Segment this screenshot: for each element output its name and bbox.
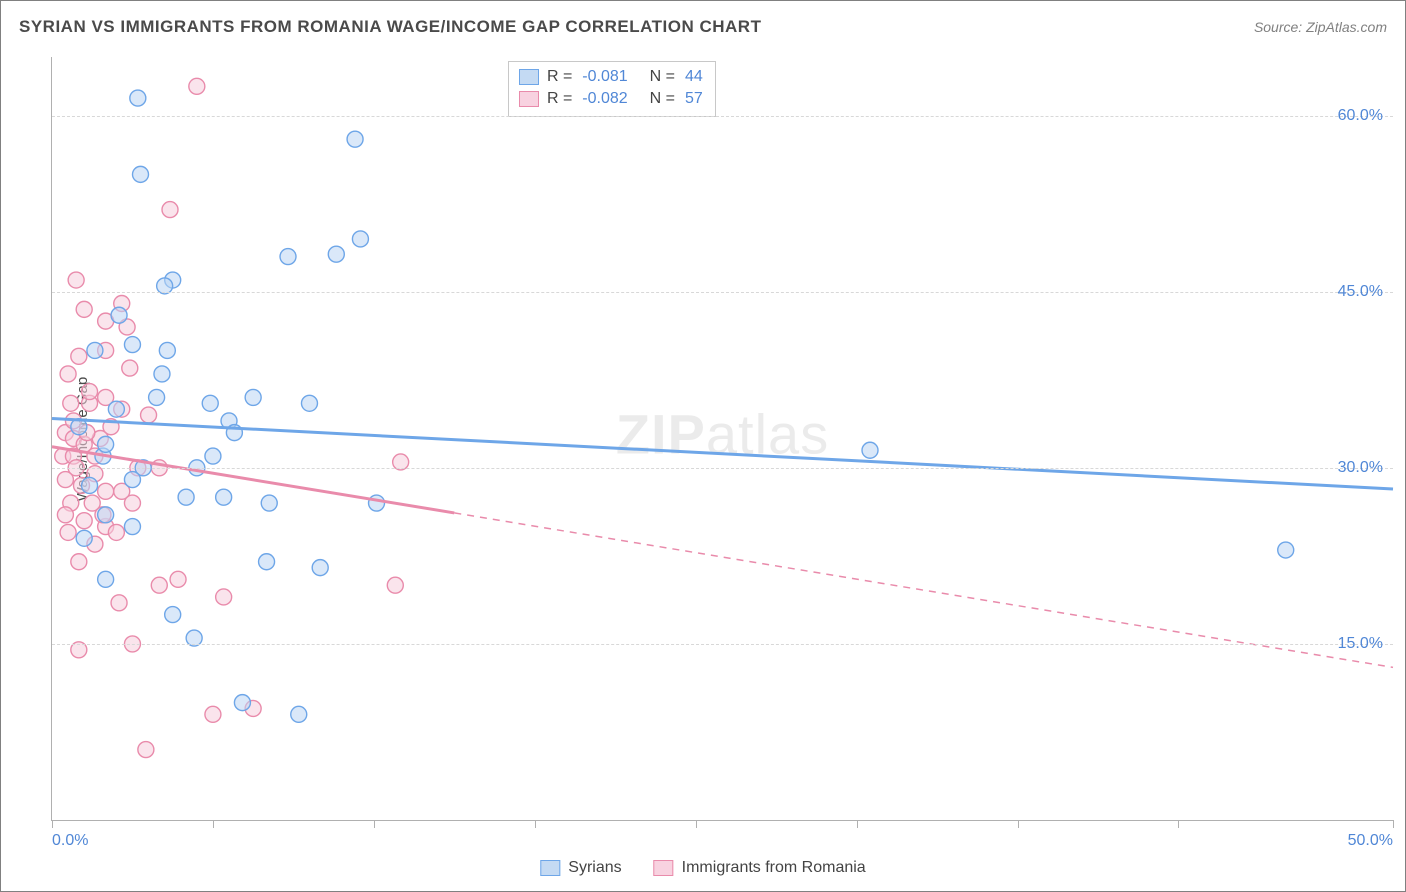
plot-svg bbox=[52, 57, 1393, 820]
data-point bbox=[71, 348, 87, 364]
data-point bbox=[60, 524, 76, 540]
y-tick-label: 45.0% bbox=[1338, 283, 1383, 301]
data-point bbox=[76, 513, 92, 529]
data-point bbox=[98, 436, 114, 452]
x-tick bbox=[696, 820, 697, 828]
data-point bbox=[141, 407, 157, 423]
legend-series-label: Immigrants from Romania bbox=[682, 859, 866, 877]
data-point bbox=[159, 342, 175, 358]
data-point bbox=[82, 477, 98, 493]
data-point bbox=[68, 272, 84, 288]
legend-series-item: Syrians bbox=[540, 859, 621, 877]
x-tick bbox=[1393, 820, 1394, 828]
data-point bbox=[133, 166, 149, 182]
gridline-h bbox=[52, 116, 1393, 117]
data-point bbox=[71, 554, 87, 570]
data-point bbox=[261, 495, 277, 511]
data-point bbox=[111, 307, 127, 323]
x-tick-label: 0.0% bbox=[52, 832, 88, 850]
data-point bbox=[98, 483, 114, 499]
chart-container: SYRIAN VS IMMIGRANTS FROM ROMANIA WAGE/I… bbox=[0, 0, 1406, 892]
data-point bbox=[165, 607, 181, 623]
data-point bbox=[202, 395, 218, 411]
data-point bbox=[862, 442, 878, 458]
data-point bbox=[98, 571, 114, 587]
data-point bbox=[216, 489, 232, 505]
data-point bbox=[98, 507, 114, 523]
x-tick-label: 50.0% bbox=[1348, 832, 1393, 850]
data-point bbox=[57, 507, 73, 523]
x-tick bbox=[857, 820, 858, 828]
data-point bbox=[162, 202, 178, 218]
x-tick bbox=[1018, 820, 1019, 828]
data-point bbox=[312, 560, 328, 576]
data-point bbox=[154, 366, 170, 382]
x-tick bbox=[374, 820, 375, 828]
data-point bbox=[63, 395, 79, 411]
data-point bbox=[189, 78, 205, 94]
data-point bbox=[280, 249, 296, 265]
plot-area: Wage/Income Gap ZIPatlas R =-0.081N =44R… bbox=[51, 57, 1393, 821]
legend-series-label: Syrians bbox=[568, 859, 621, 877]
data-point bbox=[1278, 542, 1294, 558]
data-point bbox=[352, 231, 368, 247]
data-point bbox=[347, 131, 363, 147]
y-tick-label: 30.0% bbox=[1338, 459, 1383, 477]
y-tick-label: 60.0% bbox=[1338, 107, 1383, 125]
data-point bbox=[76, 301, 92, 317]
x-tick bbox=[1178, 820, 1179, 828]
data-point bbox=[178, 489, 194, 505]
data-point bbox=[259, 554, 275, 570]
source-label: Source: ZipAtlas.com bbox=[1254, 19, 1387, 35]
x-tick bbox=[52, 820, 53, 828]
data-point bbox=[57, 472, 73, 488]
chart-title: SYRIAN VS IMMIGRANTS FROM ROMANIA WAGE/I… bbox=[19, 17, 761, 37]
data-point bbox=[122, 360, 138, 376]
data-point bbox=[124, 472, 140, 488]
data-point bbox=[387, 577, 403, 593]
legend-series-item: Immigrants from Romania bbox=[654, 859, 866, 877]
data-point bbox=[76, 530, 92, 546]
data-point bbox=[60, 366, 76, 382]
data-point bbox=[369, 495, 385, 511]
x-tick bbox=[535, 820, 536, 828]
data-point bbox=[216, 589, 232, 605]
data-point bbox=[124, 337, 140, 353]
data-point bbox=[108, 401, 124, 417]
legend-swatch bbox=[654, 860, 674, 876]
gridline-h bbox=[52, 644, 1393, 645]
gridline-h bbox=[52, 468, 1393, 469]
data-point bbox=[108, 524, 124, 540]
data-point bbox=[205, 448, 221, 464]
data-point bbox=[124, 519, 140, 535]
data-point bbox=[328, 246, 344, 262]
data-point bbox=[234, 695, 250, 711]
data-point bbox=[130, 90, 146, 106]
data-point bbox=[205, 706, 221, 722]
y-tick-label: 15.0% bbox=[1338, 635, 1383, 653]
data-point bbox=[124, 495, 140, 511]
data-point bbox=[170, 571, 186, 587]
data-point bbox=[151, 577, 167, 593]
data-point bbox=[301, 395, 317, 411]
legend-series: Syrians Immigrants from Romania bbox=[540, 859, 865, 877]
data-point bbox=[111, 595, 127, 611]
gridline-h bbox=[52, 292, 1393, 293]
legend-swatch bbox=[540, 860, 560, 876]
data-point bbox=[87, 342, 103, 358]
data-point bbox=[138, 742, 154, 758]
data-point bbox=[291, 706, 307, 722]
data-point bbox=[82, 384, 98, 400]
x-tick bbox=[213, 820, 214, 828]
data-point bbox=[149, 389, 165, 405]
data-point bbox=[245, 389, 261, 405]
